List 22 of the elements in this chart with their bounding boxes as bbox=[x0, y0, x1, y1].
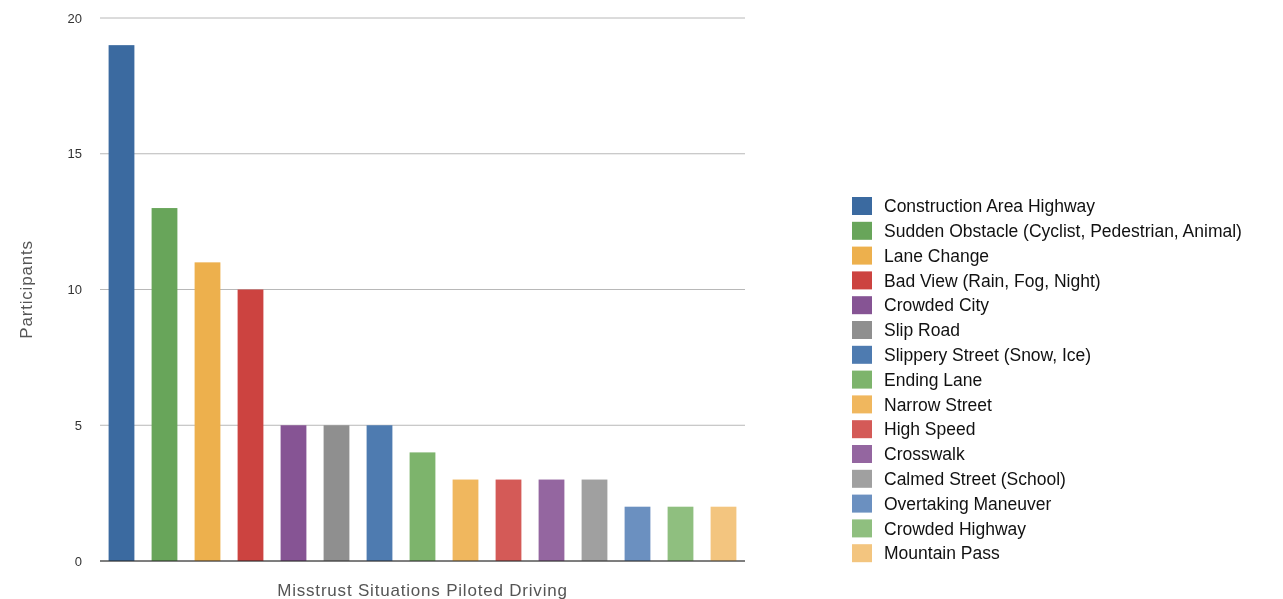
y-axis-title: Participants bbox=[17, 240, 36, 339]
legend-label: Slip Road bbox=[884, 320, 960, 341]
legend-label: Overtaking Maneuver bbox=[884, 493, 1052, 514]
legend-label: Crowded City bbox=[884, 295, 990, 316]
legend-label: Calmed Street (School) bbox=[884, 468, 1066, 489]
y-tick-label: 15 bbox=[67, 146, 82, 162]
legend-label: Construction Area Highway bbox=[884, 196, 1096, 217]
y-tick-label: 5 bbox=[74, 417, 82, 433]
legend-label: Sudden Obstacle (Cyclist, Pedestrian, Animal) bbox=[884, 220, 1242, 241]
y-tick-label: 10 bbox=[67, 282, 82, 298]
legend-label: Slippery Street (Snow, Ice) bbox=[884, 344, 1092, 365]
legend-label: Narrow Street bbox=[884, 394, 993, 415]
legend-label: Crosswalk bbox=[884, 444, 965, 465]
legend-label: Lane Change bbox=[884, 245, 990, 266]
legend-label: High Speed bbox=[884, 419, 976, 440]
legend-label: Ending Lane bbox=[884, 369, 983, 390]
legend-label: Mountain Pass bbox=[884, 543, 1001, 564]
legend-label: Crowded Highway bbox=[884, 518, 1027, 539]
y-tick-label: 0 bbox=[74, 553, 82, 569]
x-axis-title: Misstrust Situations Piloted Driving bbox=[277, 581, 568, 599]
legend-label: Bad View (Rain, Fog, Night) bbox=[884, 270, 1101, 291]
y-tick-label: 20 bbox=[67, 10, 82, 26]
